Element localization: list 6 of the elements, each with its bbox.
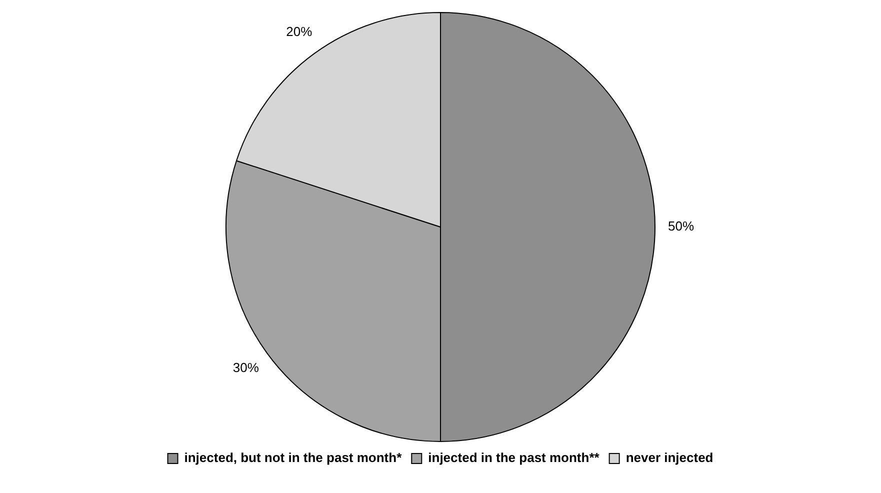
legend-label: never injected <box>626 450 714 466</box>
data-label: 20% <box>286 24 313 40</box>
data-label: 50% <box>668 218 694 234</box>
legend-label: injected in the past month** <box>428 450 600 466</box>
data-label: 30% <box>232 360 260 375</box>
legend-label: injected, but not in the past month* <box>184 450 403 466</box>
